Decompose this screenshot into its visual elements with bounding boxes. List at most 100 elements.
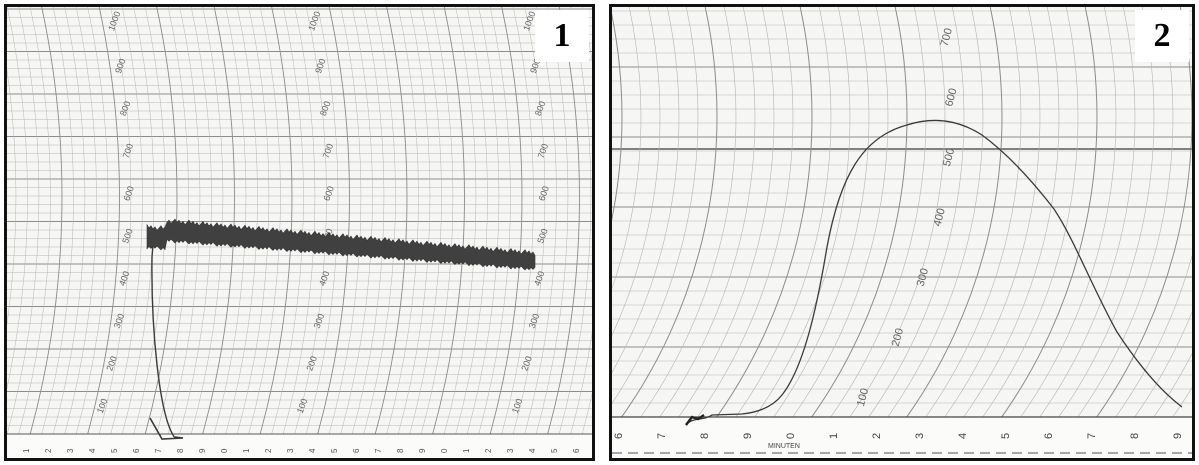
grid-line-time xyxy=(918,7,1022,428)
grid-line-time xyxy=(956,7,1060,428)
grid-line-time xyxy=(340,7,373,435)
grid-line-time xyxy=(1127,311,1192,428)
scale-label: 900 xyxy=(313,57,328,75)
scale-label: 200 xyxy=(304,355,319,373)
time-digit: 4 xyxy=(308,448,317,453)
grid-line-time xyxy=(1146,352,1192,428)
grid-line-time xyxy=(1032,7,1136,428)
scale-label: 500 xyxy=(535,227,550,245)
grid-line-time xyxy=(747,7,851,428)
grid-line-time xyxy=(29,7,63,435)
trace-curve xyxy=(685,119,1183,426)
grid-line-time xyxy=(612,7,699,404)
time-digit: 7 xyxy=(656,433,668,439)
scale-label: 200 xyxy=(519,355,534,373)
grid-line-time xyxy=(861,7,965,428)
grid-line-time xyxy=(1013,7,1117,428)
scale-label: 300 xyxy=(915,267,931,288)
grid-line-time xyxy=(98,7,132,435)
grid-line-time xyxy=(512,7,546,435)
grid-line-time xyxy=(671,7,775,428)
grid-line-time xyxy=(842,7,946,428)
time-digit: 4 xyxy=(957,433,969,439)
scale-label: 700 xyxy=(939,27,955,48)
grid-line-time xyxy=(374,7,408,435)
time-digit: 0 xyxy=(440,448,449,453)
time-digit: 8 xyxy=(396,448,405,453)
time-digit: 0 xyxy=(220,448,229,453)
scale-label: 100 xyxy=(95,397,110,415)
scale-label: 500 xyxy=(941,147,957,168)
time-digit: 6 xyxy=(352,448,361,453)
grid-line-time xyxy=(652,7,756,428)
scale-label: 100 xyxy=(510,397,525,415)
grid-line-time xyxy=(167,7,201,435)
grid-line-time xyxy=(614,7,718,428)
grid-line-time xyxy=(225,7,258,435)
scale-label: 400 xyxy=(117,270,132,288)
grid-line-time xyxy=(478,7,511,435)
time-digit: 6 xyxy=(1043,433,1055,439)
grid-line-time xyxy=(87,7,120,435)
time-digit: 3 xyxy=(66,448,75,453)
grid-line-time xyxy=(305,7,339,435)
time-digit: 5 xyxy=(110,448,119,453)
grid-line-time xyxy=(190,7,224,435)
grid-line-time xyxy=(213,7,247,435)
scale-label: 800 xyxy=(533,100,548,118)
grid-line-time xyxy=(432,7,465,435)
grid-line-time xyxy=(709,7,813,428)
scale-label: 300 xyxy=(527,312,542,330)
grid-line-time xyxy=(397,7,431,435)
time-digit: 8 xyxy=(1129,433,1141,439)
grid-line-time xyxy=(52,7,86,435)
grid-line-time xyxy=(328,7,362,435)
grid-line-time xyxy=(804,7,908,428)
time-strip xyxy=(7,434,592,458)
trace-band xyxy=(146,218,536,271)
grid-line-time xyxy=(179,7,212,435)
grid-line-time xyxy=(386,7,419,435)
scale-label: 400 xyxy=(317,270,332,288)
time-digit: 9 xyxy=(742,433,754,439)
grid-line-time xyxy=(1051,7,1155,428)
scale-label: 700 xyxy=(121,142,136,160)
time-digit: 9 xyxy=(198,448,207,453)
grid-line-time xyxy=(420,7,454,435)
grid-line-time xyxy=(294,7,327,435)
grid-line-time xyxy=(899,7,1003,428)
time-strip xyxy=(612,417,1192,458)
scale-label: 400 xyxy=(532,270,547,288)
time-digit: 6 xyxy=(613,433,625,439)
grid-line-time xyxy=(1089,7,1192,428)
grid-line-time xyxy=(133,7,166,435)
grid-line-time xyxy=(466,7,500,435)
grid-line-time xyxy=(7,7,40,435)
grid-line-time xyxy=(823,7,927,428)
grid-line-time xyxy=(728,7,832,428)
scale-label: 800 xyxy=(118,100,133,118)
time-digit: 4 xyxy=(528,448,537,453)
scale-label: 300 xyxy=(312,312,327,330)
grid-line-time xyxy=(236,7,270,435)
grid-line-time xyxy=(785,7,889,428)
grid-line-time xyxy=(690,7,794,428)
grid-line-time xyxy=(612,13,623,221)
scale-label: 600 xyxy=(121,185,136,203)
grid-line-time xyxy=(937,7,1041,428)
scale-label: 400 xyxy=(932,207,948,228)
panel-label-2: 2 xyxy=(1135,10,1189,62)
scale-label: 600 xyxy=(943,87,959,108)
time-digit: 7 xyxy=(374,448,383,453)
grid-line-time xyxy=(18,7,51,435)
grid-line-time xyxy=(75,7,109,435)
time-digit: 1 xyxy=(22,448,31,453)
grid-line-time xyxy=(612,7,661,336)
chart-panel-2: 100 200 300 400 500 600 700 6 7 8 9 0 1 2 3 4 5 6 7 8 9 MINUT… xyxy=(609,4,1195,461)
grid-line-time xyxy=(64,7,97,435)
chart-panel-1: 100 200 300 400 500 600 700 800 900 1000 100 200 300… xyxy=(4,4,595,461)
trace-rise xyxy=(151,231,176,439)
time-digit: 4 xyxy=(88,448,97,453)
time-digit: 8 xyxy=(699,433,711,439)
grid-line-time xyxy=(455,7,488,435)
